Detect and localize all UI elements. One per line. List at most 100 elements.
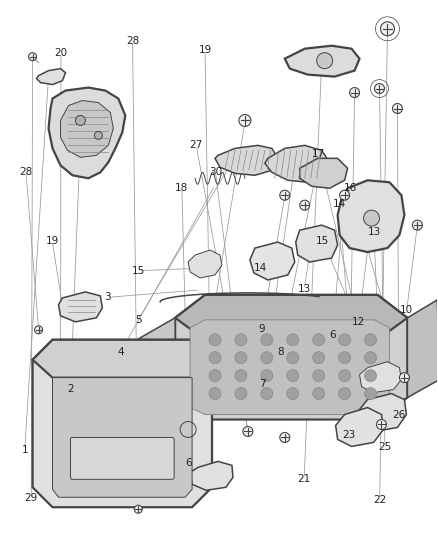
Text: 6: 6 xyxy=(185,458,192,468)
FancyBboxPatch shape xyxy=(71,438,174,479)
Text: 13: 13 xyxy=(297,284,311,294)
Circle shape xyxy=(95,132,102,140)
Text: 21: 21 xyxy=(297,474,311,484)
Circle shape xyxy=(339,387,350,400)
Circle shape xyxy=(313,334,325,346)
Text: 3: 3 xyxy=(104,292,111,302)
Circle shape xyxy=(235,334,247,346)
Circle shape xyxy=(261,352,273,364)
Text: 2: 2 xyxy=(67,384,74,394)
Polygon shape xyxy=(336,408,384,447)
Circle shape xyxy=(313,352,325,364)
Text: 25: 25 xyxy=(378,442,392,452)
Polygon shape xyxy=(407,300,438,398)
Circle shape xyxy=(287,387,299,400)
Polygon shape xyxy=(190,462,233,490)
Circle shape xyxy=(377,419,386,430)
Circle shape xyxy=(209,370,221,382)
Circle shape xyxy=(75,116,85,125)
Circle shape xyxy=(364,210,379,226)
Circle shape xyxy=(300,200,310,210)
Circle shape xyxy=(339,370,350,382)
Circle shape xyxy=(35,326,42,334)
Circle shape xyxy=(392,103,403,114)
Text: 28: 28 xyxy=(126,36,139,46)
Circle shape xyxy=(339,352,350,364)
Circle shape xyxy=(381,22,395,36)
Circle shape xyxy=(261,370,273,382)
Text: 17: 17 xyxy=(312,149,325,159)
Text: 4: 4 xyxy=(117,346,124,357)
Text: 28: 28 xyxy=(19,167,33,177)
Circle shape xyxy=(313,370,325,382)
Polygon shape xyxy=(175,295,407,419)
Circle shape xyxy=(339,190,350,200)
Circle shape xyxy=(235,387,247,400)
Circle shape xyxy=(374,84,385,94)
Circle shape xyxy=(287,370,299,382)
Text: 20: 20 xyxy=(54,48,67,58)
Circle shape xyxy=(413,220,422,230)
Circle shape xyxy=(364,370,377,382)
Text: 10: 10 xyxy=(400,305,413,315)
Polygon shape xyxy=(32,340,212,378)
Text: 26: 26 xyxy=(392,410,406,420)
Circle shape xyxy=(134,505,142,513)
Text: 13: 13 xyxy=(367,227,381,237)
Text: 19: 19 xyxy=(46,236,59,246)
Text: 18: 18 xyxy=(175,183,188,193)
Text: 7: 7 xyxy=(259,379,266,390)
Polygon shape xyxy=(338,180,404,252)
Text: 27: 27 xyxy=(190,140,203,150)
Circle shape xyxy=(399,373,410,383)
Polygon shape xyxy=(300,158,348,188)
Circle shape xyxy=(287,352,299,364)
Circle shape xyxy=(261,387,273,400)
Polygon shape xyxy=(49,87,125,178)
Circle shape xyxy=(261,334,273,346)
Text: 15: 15 xyxy=(131,266,145,276)
Polygon shape xyxy=(360,393,406,432)
Circle shape xyxy=(317,53,332,69)
Polygon shape xyxy=(32,340,212,507)
Text: 15: 15 xyxy=(316,236,329,246)
Text: 22: 22 xyxy=(373,495,386,505)
Polygon shape xyxy=(188,250,222,278)
Circle shape xyxy=(364,334,377,346)
Circle shape xyxy=(364,352,377,364)
Circle shape xyxy=(239,115,251,126)
Circle shape xyxy=(287,334,299,346)
Circle shape xyxy=(209,387,221,400)
Polygon shape xyxy=(360,362,401,393)
Circle shape xyxy=(235,352,247,364)
Text: 12: 12 xyxy=(352,317,365,327)
Circle shape xyxy=(313,387,325,400)
Text: 6: 6 xyxy=(329,329,336,340)
Text: 5: 5 xyxy=(135,314,141,325)
Text: 1: 1 xyxy=(21,445,28,455)
Circle shape xyxy=(364,387,377,400)
Text: 29: 29 xyxy=(25,492,38,503)
Circle shape xyxy=(280,432,290,442)
Polygon shape xyxy=(285,46,360,77)
Polygon shape xyxy=(122,318,175,417)
Circle shape xyxy=(280,190,290,200)
Text: 8: 8 xyxy=(277,346,283,357)
Circle shape xyxy=(350,87,360,98)
Polygon shape xyxy=(296,225,338,262)
Text: 14: 14 xyxy=(332,199,346,209)
Polygon shape xyxy=(190,320,389,415)
Polygon shape xyxy=(60,101,113,157)
Circle shape xyxy=(235,370,247,382)
Text: 19: 19 xyxy=(198,45,212,55)
Circle shape xyxy=(243,426,253,437)
Polygon shape xyxy=(37,69,66,85)
Text: 16: 16 xyxy=(343,183,357,193)
Text: 23: 23 xyxy=(343,431,356,440)
Polygon shape xyxy=(53,378,192,497)
Polygon shape xyxy=(59,292,102,322)
Polygon shape xyxy=(265,146,330,182)
Text: 9: 9 xyxy=(258,324,265,334)
Polygon shape xyxy=(215,146,278,175)
Text: 30: 30 xyxy=(209,167,222,177)
